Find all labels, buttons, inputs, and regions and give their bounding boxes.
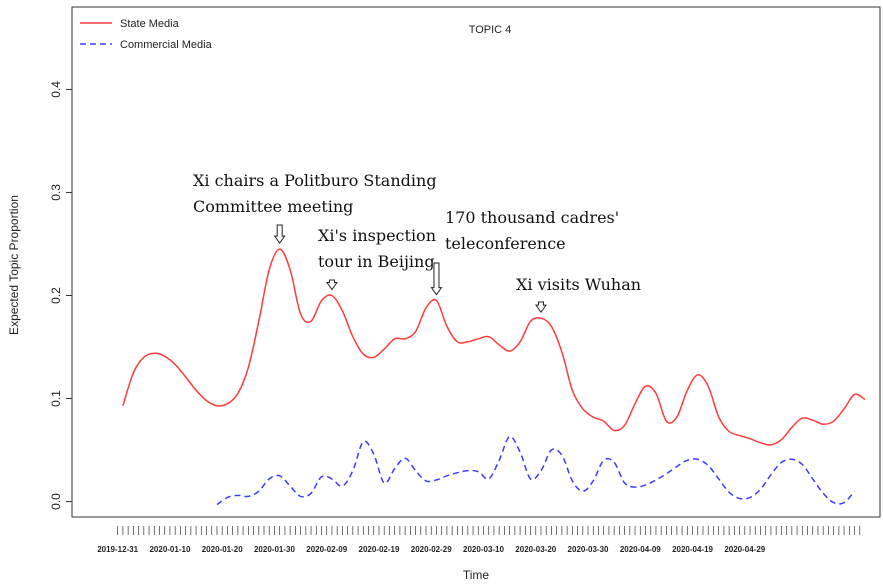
x-tick-label: 2020-01-30	[254, 545, 295, 554]
annotation-arrow	[325, 279, 338, 291]
annotation-text: teleconference	[445, 234, 566, 253]
y-axis-title: Expected Topic Proportion	[7, 195, 21, 335]
annotation-text: Xi chairs a Politburo Standing	[193, 171, 437, 190]
y-axis: 0.0 0.1 0.2 0.3 0.4	[49, 81, 72, 510]
x-axis-title: Time	[463, 568, 490, 582]
y-tick-label: 0.1	[49, 390, 63, 407]
annotation-text: Xi's inspection	[318, 226, 436, 245]
series-state-media-line	[122, 248, 866, 446]
annotation-text: tour in Beijing	[318, 252, 435, 271]
x-tick-label: 2020-03-10	[463, 545, 504, 554]
y-tick-label: 0.0	[49, 493, 63, 510]
x-tick-label: 2020-03-30	[568, 545, 609, 554]
plot-frame	[71, 6, 881, 518]
annotation-text: Committee meeting	[193, 197, 353, 216]
legend-commercial-label: Commercial Media	[120, 39, 213, 51]
annotation-arrow	[535, 301, 547, 314]
y-tick-label: 0.2	[49, 287, 63, 304]
x-tick-label: 2020-02-09	[306, 545, 347, 554]
chart-title: TOPIC 4	[469, 24, 512, 36]
annotation-text: 170 thousand cadres'	[445, 208, 619, 227]
annotation-layer: Xi chairs a Politburo Standing Committee …	[193, 171, 641, 314]
series-commercial-media-line	[216, 435, 856, 506]
x-tick-label: 2020-04-29	[724, 545, 765, 554]
y-tick-label: 0.3	[49, 184, 63, 201]
x-tick-label: 2020-03-20	[515, 545, 556, 554]
x-tick-label: 2020-04-19	[672, 545, 713, 554]
x-axis: 2019-12-31 2020-01-10 2020-01-20 2020-01-30…	[97, 526, 861, 554]
annotation-arrow	[430, 262, 443, 296]
legend-state-label: State Media	[120, 18, 180, 30]
x-tick-label: 2020-04-09	[620, 545, 661, 554]
x-tick-label: 2020-02-19	[359, 545, 400, 554]
x-tick-label: 2020-01-20	[202, 545, 243, 554]
annotation-arrow	[273, 224, 286, 244]
x-tick-label: 2019-12-31	[97, 545, 138, 554]
y-tick-label: 0.4	[49, 81, 63, 98]
x-tick-label: 2020-01-10	[149, 545, 190, 554]
annotation-text: Xi visits Wuhan	[516, 275, 641, 294]
series-layer	[122, 248, 866, 506]
legend: State Media Commercial Media	[80, 18, 213, 51]
x-tick-label: 2020-02-29	[411, 545, 452, 554]
